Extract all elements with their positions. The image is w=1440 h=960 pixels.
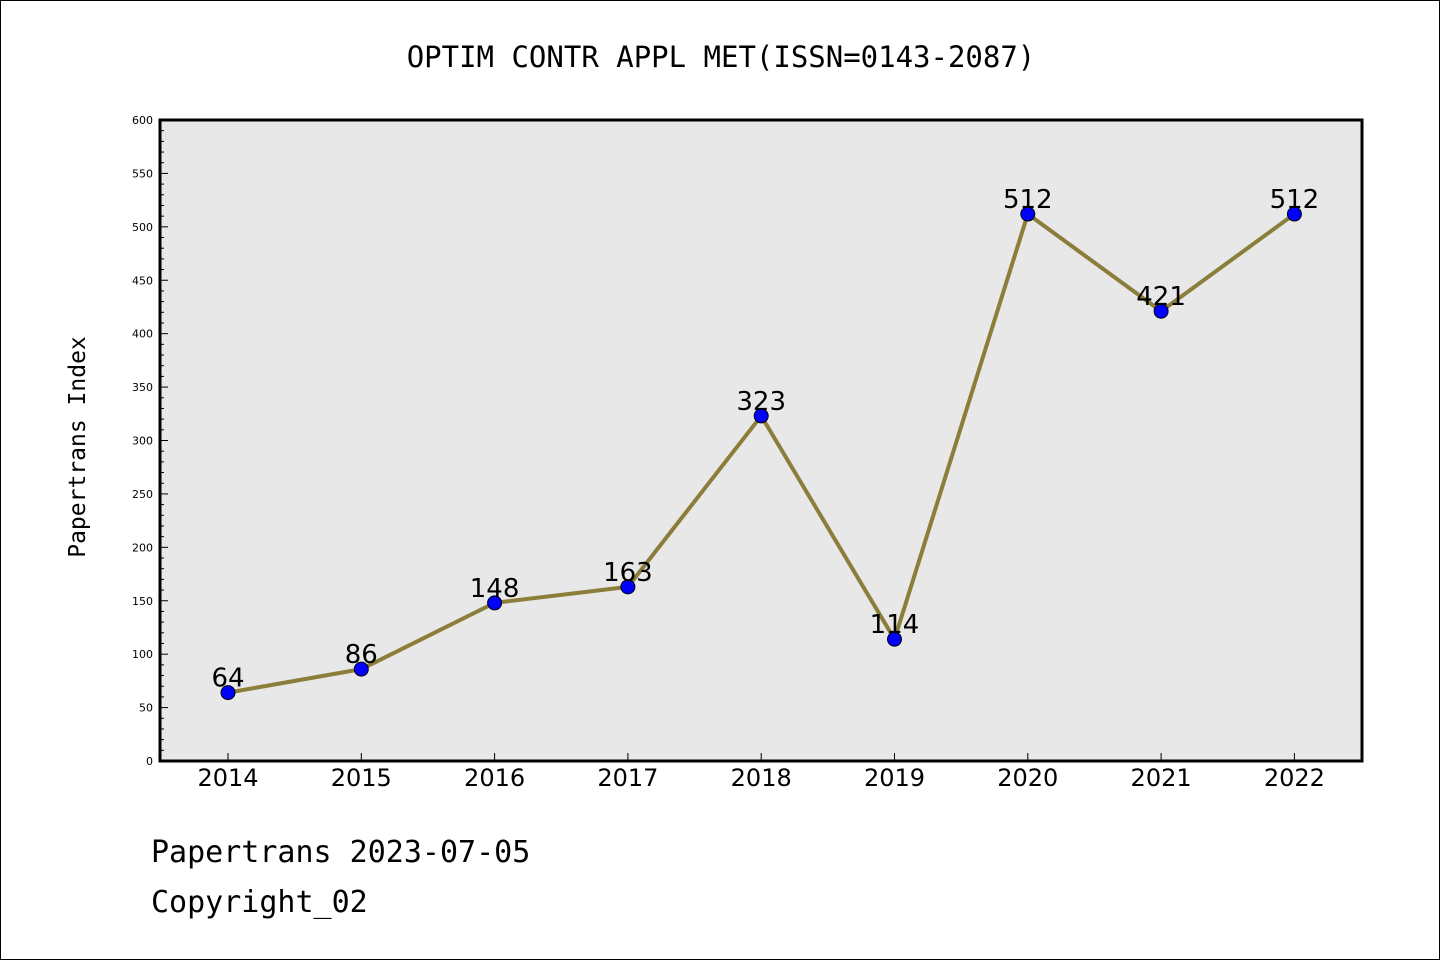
data-label: 148	[470, 574, 520, 604]
x-tick-label: 2017	[597, 764, 658, 792]
y-tick-label: 550	[132, 167, 153, 180]
y-tick-label: 200	[132, 541, 153, 554]
x-tick-label: 2020	[997, 764, 1058, 792]
series-layer	[220, 206, 1302, 701]
data-point	[1153, 303, 1169, 319]
y-tick-label: 50	[139, 702, 153, 715]
x-tick-label: 2014	[197, 764, 258, 792]
data-label: 421	[1136, 282, 1186, 312]
data-point	[887, 631, 902, 647]
y-tick-label: 350	[132, 381, 153, 394]
x-tick-label: 2021	[1131, 764, 1192, 792]
x-axis-ticks: 2014 2015 2016 2017 2018 2019 2020 2021 2022	[197, 753, 1325, 792]
data-point	[220, 685, 236, 701]
y-tick-label: 400	[132, 328, 153, 341]
y-tick-label: 300	[132, 435, 153, 448]
x-tick-label: 2016	[464, 764, 525, 792]
data-label: 163	[603, 558, 653, 588]
data-point	[1286, 206, 1302, 222]
data-label: 86	[345, 640, 378, 670]
data-label: 512	[1003, 185, 1053, 215]
data-labels: 64 86 148 163 323 114 512 421 512	[211, 185, 1319, 694]
y-tick-label: 600	[132, 114, 153, 127]
y-tick-label: 150	[132, 595, 153, 608]
x-tick-label: 2022	[1264, 764, 1325, 792]
data-label: 64	[211, 664, 244, 694]
y-tick-label: 250	[132, 488, 153, 501]
data-point	[1020, 206, 1036, 222]
y-axis-ticks: 0 50 100 150 200 250 300 350 400 450 500 550 600	[132, 114, 168, 768]
x-tick-label: 2019	[864, 764, 925, 792]
footer-date: Papertrans 2023-07-05	[151, 835, 531, 870]
chart-title: OPTIM CONTR APPL MET(ISSN=0143-2087)	[407, 40, 1036, 74]
y-axis-label: Papertrans Index	[65, 336, 91, 558]
y-tick-label: 500	[132, 221, 153, 234]
x-tick-label: 2018	[731, 764, 792, 792]
footer-copyright: Copyright_02	[151, 885, 368, 920]
data-label: 512	[1270, 185, 1320, 215]
x-tick-label: 2015	[331, 764, 392, 792]
y-tick-label: 0	[146, 755, 153, 768]
plot-area	[158, 118, 1364, 763]
data-point	[753, 408, 769, 424]
data-point	[620, 579, 636, 595]
data-label: 114	[870, 610, 920, 640]
y-tick-label: 450	[132, 274, 153, 287]
y-tick-label: 100	[132, 648, 153, 661]
data-point	[353, 661, 369, 677]
data-label: 323	[736, 387, 786, 417]
data-point	[487, 595, 503, 611]
